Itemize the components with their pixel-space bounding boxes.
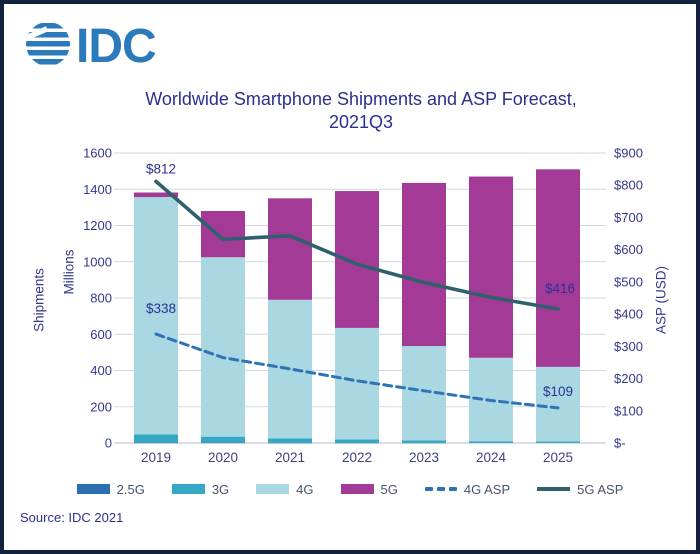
bar-segment-3g-2020 [201,436,245,443]
bar-segment-3g-2025 [536,441,580,443]
legend-label-3g: 3G [211,481,230,497]
bar-segment-2-5g-2019 [134,442,178,444]
chart-title: Worldwide Smartphone Shipments and ASP F… [22,88,700,134]
bar-segment-5g-2023 [402,182,446,347]
year-label-2024: 2024 [476,450,507,465]
bar-segment-2-5g-2023 [402,442,446,444]
legend-item-5g-asp: 5G ASP [537,482,623,497]
tick-left-600: 600 [90,327,112,342]
bar-segment-2-5g-2022 [335,442,379,444]
line-4g-asp [154,332,560,410]
tick-right-100: $100 [614,403,643,418]
tick-right-usd-0: $- [614,436,626,451]
legend: 2.5G 3G 4G 5G 4G ASP 5G ASP [4,479,696,499]
data-label-5g-asp-2025: $416 [545,281,575,296]
tick-left-800: 800 [90,291,112,306]
tick-right-400: $400 [614,307,643,322]
year-label-2021: 2021 [275,450,305,465]
3g-legend-swatch-icon [171,484,205,494]
tick-left-1600: 1600 [83,146,112,161]
tick-right-900: $900 [614,146,643,161]
globe-icon [26,23,70,65]
tick-right-600: $600 [614,242,643,257]
dash-segment [436,487,445,491]
tick-left-0: 0 [105,436,112,451]
year-label-2025: 2025 [543,450,573,465]
data-label-4g-asp-2019: $338 [146,301,176,316]
5g-asp-legend-swatch-icon [537,487,571,491]
logo-text: IDC [76,20,156,73]
legend-label-4g: 4G [296,481,314,497]
data-label-5g-asp-2019: $812 [146,161,176,176]
tick-left-1200: 1200 [83,218,112,233]
legend-item-4g: 4G [256,481,314,497]
bar-segment-5g-2021 [268,198,312,300]
tick-right-700: $700 [614,210,643,225]
2-5g-legend-swatch-icon [76,484,110,494]
bar-segment-3g-2019 [134,434,178,443]
bar-segment-3g-2022 [335,439,379,443]
tick-left-400: 400 [90,363,112,378]
bar-segment-3g-2024 [469,441,513,443]
data-label-4g-asp-2025: $109 [543,384,573,399]
legend-item-3g: 3G [171,481,230,497]
bar-segment-5g-2019 [134,192,178,198]
bar-segment-4g-2020 [201,257,245,437]
tick-right-800: $800 [614,178,643,193]
year-label-2020: 2020 [208,450,238,465]
tick-right-300: $300 [614,339,643,354]
legend-item-2-5g: 2.5G [76,481,145,497]
tick-left-1400: 1400 [83,182,112,197]
legend-item-4g-asp: 4G ASP [424,481,511,497]
tick-left-200: 200 [90,399,112,414]
chart-title-line2: 2021Q3 [328,112,394,132]
line-5g-asp [154,179,560,311]
bar-segment-2-5g-2021 [268,442,312,444]
bar-segment-2-5g-2020 [201,442,245,444]
tick-left-1000: 1000 [83,254,112,269]
source-text: Source: IDC 2021 [20,510,124,525]
legend-label-5g-asp: 5G ASP [577,481,624,497]
legend-label-2-5g: 2.5G [116,481,145,497]
legend-label-4g-asp: 4G ASP [463,481,511,497]
bar-segment-4g-2025 [536,366,580,442]
legend-label-5g: 5G [380,481,398,497]
year-label-2023: 2023 [409,450,439,465]
idc-logo: IDC [26,20,157,73]
bar-segment-5g-2020 [201,211,245,258]
legend-item-5g: 5G [340,481,398,497]
dash-segment [424,487,433,491]
4g-asp-legend-swatch-icon [424,487,457,491]
bar-segment-3g-2023 [402,440,446,443]
tick-right-500: $500 [614,274,643,289]
chart-title-line1: Worldwide Smartphone Shipments and ASP F… [145,89,577,109]
bar-segment-5g-2025 [536,169,580,367]
year-label-2019: 2019 [141,450,171,465]
4g-legend-swatch-icon [256,484,290,494]
5g-legend-swatch-icon [340,484,374,494]
year-label-2022: 2022 [342,450,372,465]
bar-segment-3g-2021 [268,438,312,443]
bar-segment-5g-2024 [469,176,513,358]
bar-segment-4g-2019 [134,197,178,435]
dash-segment [448,487,457,491]
tick-right-200: $200 [614,371,643,386]
